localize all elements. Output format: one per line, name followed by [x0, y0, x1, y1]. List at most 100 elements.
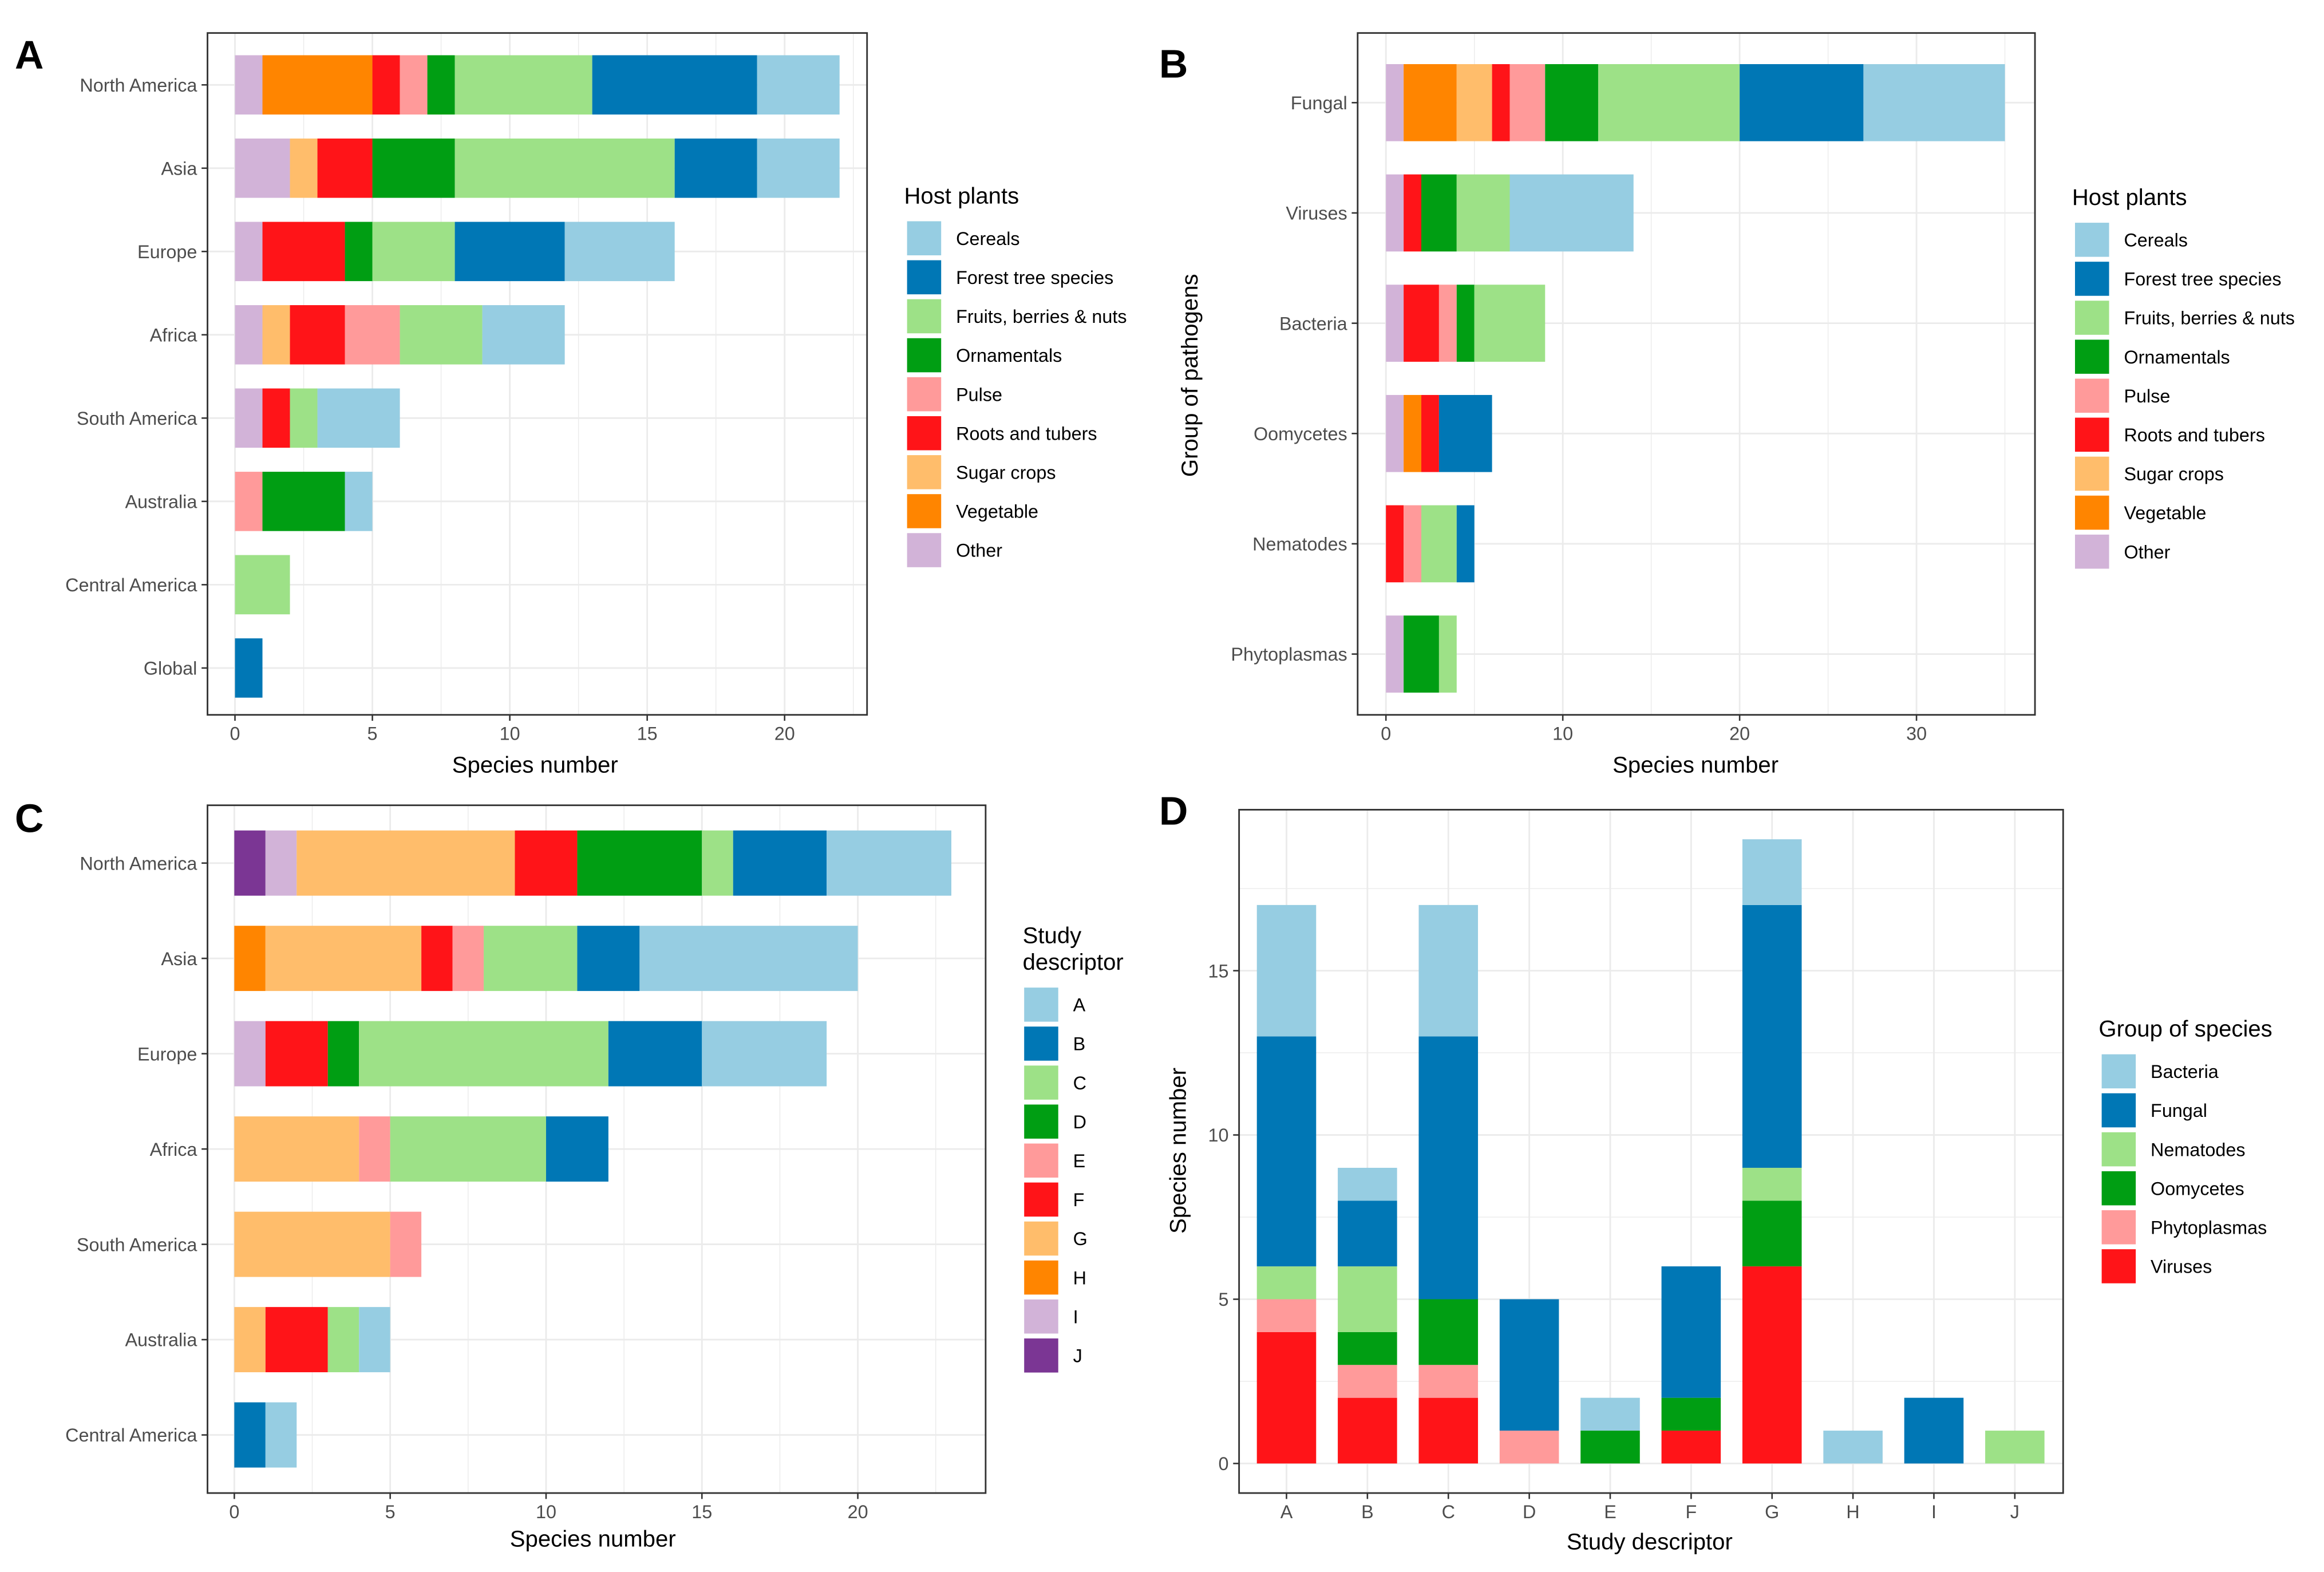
tick-label: 15: [637, 724, 658, 744]
bar-segment: [1742, 1266, 1802, 1464]
legend-swatch: [1024, 1182, 1058, 1217]
bar-segment: [1386, 285, 1404, 362]
legend-label: Fungal: [2151, 1100, 2207, 1121]
bar-segment: [577, 830, 702, 896]
legend-label: Pulse: [2124, 386, 2170, 406]
bar-segment: [1545, 64, 1598, 141]
bar-segment: [327, 1307, 359, 1373]
legend-item: Vegetable: [907, 494, 1038, 528]
legend-label: Fruits, berries & nuts: [2124, 308, 2295, 329]
bar-segment: [359, 1021, 608, 1087]
bar-segment: [1421, 505, 1457, 583]
legend-swatch: [907, 377, 942, 412]
legend: Host plants Cereals Forest tree species Fru…: [2072, 184, 2295, 569]
bar-segment: [290, 305, 345, 365]
bar-segment: [235, 388, 263, 448]
bar-segment: [1386, 174, 1404, 252]
bar-segment: [1386, 394, 1404, 472]
legend-label: Roots and tubers: [2124, 425, 2264, 445]
tick-label: 20: [848, 1502, 868, 1522]
legend-swatch: [907, 533, 942, 567]
panel-label: C: [15, 796, 44, 840]
bar-segment: [1404, 64, 1457, 141]
legend-label: Ornamentals: [956, 345, 1062, 366]
legend-swatch: [2075, 417, 2109, 452]
legend-item: Phytoplasmas: [2101, 1210, 2267, 1245]
legend-swatch: [2101, 1249, 2136, 1283]
legend-label: E: [1073, 1151, 1086, 1171]
legend-swatch: [907, 299, 942, 334]
category-label: Asia: [161, 158, 197, 179]
x-axis-title: Species number: [452, 752, 618, 778]
legend-title: Host plants: [904, 183, 1019, 208]
bar-segment: [1904, 1397, 1964, 1464]
legend-item: Sugar crops: [2075, 456, 2224, 491]
legend-swatch: [1024, 1221, 1058, 1256]
bar-segment: [1438, 285, 1457, 362]
panel-label: D: [1159, 788, 1188, 833]
legend-label: A: [1073, 995, 1086, 1016]
legend-swatch: [907, 260, 942, 295]
bar-segment: [1580, 1397, 1640, 1431]
legend-swatch: [2101, 1210, 2136, 1245]
bar-segment: [1492, 64, 1510, 141]
bar-segment: [1421, 174, 1457, 252]
category-label: D: [1523, 1502, 1536, 1522]
panel-c: C 0 5 10 15 20 North America Asia Europe Africa So…: [15, 796, 1124, 1551]
legend-label: Viruses: [2151, 1257, 2212, 1277]
category-label: A: [1280, 1502, 1293, 1522]
legend-swatch: [2101, 1054, 2136, 1089]
bar-segment: [390, 1116, 546, 1182]
bar-segment: [345, 305, 400, 365]
bar-segment: [1256, 1036, 1317, 1267]
bar-segment: [1438, 615, 1457, 693]
bar-segment: [1509, 64, 1546, 141]
bar-segment: [482, 305, 565, 365]
legend-swatch: [907, 416, 942, 451]
legend-swatch: [1024, 1338, 1058, 1373]
bar-segment: [234, 926, 266, 992]
bar-segment: [827, 830, 951, 896]
legend-item: Pulse: [907, 377, 1002, 412]
legend-swatch: [907, 338, 942, 373]
legend-label: Fruits, berries & nuts: [956, 306, 1127, 327]
tick-label: 10: [536, 1502, 556, 1522]
legend-item: E: [1024, 1143, 1086, 1178]
legend-swatch: [1024, 988, 1058, 1022]
bar-segment: [1256, 1299, 1317, 1332]
bar-segment: [1256, 905, 1317, 1037]
bar-segment: [262, 472, 345, 531]
category-label: Oomycetes: [1254, 424, 1347, 444]
legend-label: Vegetable: [2124, 503, 2206, 523]
legend-swatch: [2075, 456, 2109, 491]
category-label: Australia: [125, 492, 197, 512]
category-label: Europe: [137, 1044, 197, 1064]
legend-item: Ornamentals: [907, 338, 1062, 373]
legend-item: Nematodes: [2101, 1132, 2246, 1167]
legend-item: Fruits, berries & nuts: [2075, 301, 2295, 335]
bar-segment: [1438, 394, 1492, 472]
bar-segment: [1404, 505, 1422, 583]
legend-item: B: [1024, 1026, 1085, 1061]
tick-label: 0: [1381, 724, 1391, 744]
bar-segment: [297, 830, 515, 896]
bar-segment: [290, 388, 318, 448]
panel-d: D 0 5 10 15 A B C D E F G H I J Study descriptor Species…: [1159, 788, 2272, 1554]
legend-label: Oomycetes: [2151, 1178, 2244, 1199]
legend-swatch: [2075, 262, 2109, 296]
bar-segment: [1863, 64, 2005, 141]
bar-segment: [265, 1021, 328, 1087]
bar-segment: [234, 1021, 266, 1087]
legend-label: Vegetable: [956, 501, 1038, 522]
bar-segment: [265, 1402, 297, 1468]
legend-item: Pulse: [2075, 378, 2170, 413]
category-label: C: [1442, 1502, 1455, 1522]
legend-item: Other: [2075, 534, 2171, 569]
legend-swatch: [1024, 1299, 1058, 1334]
legend-item: Vegetable: [2075, 495, 2206, 530]
bar-segment: [1499, 1431, 1559, 1464]
legend-item: A: [1024, 988, 1086, 1022]
tick-label: 0: [229, 1502, 239, 1522]
bar-segment: [702, 1021, 827, 1087]
